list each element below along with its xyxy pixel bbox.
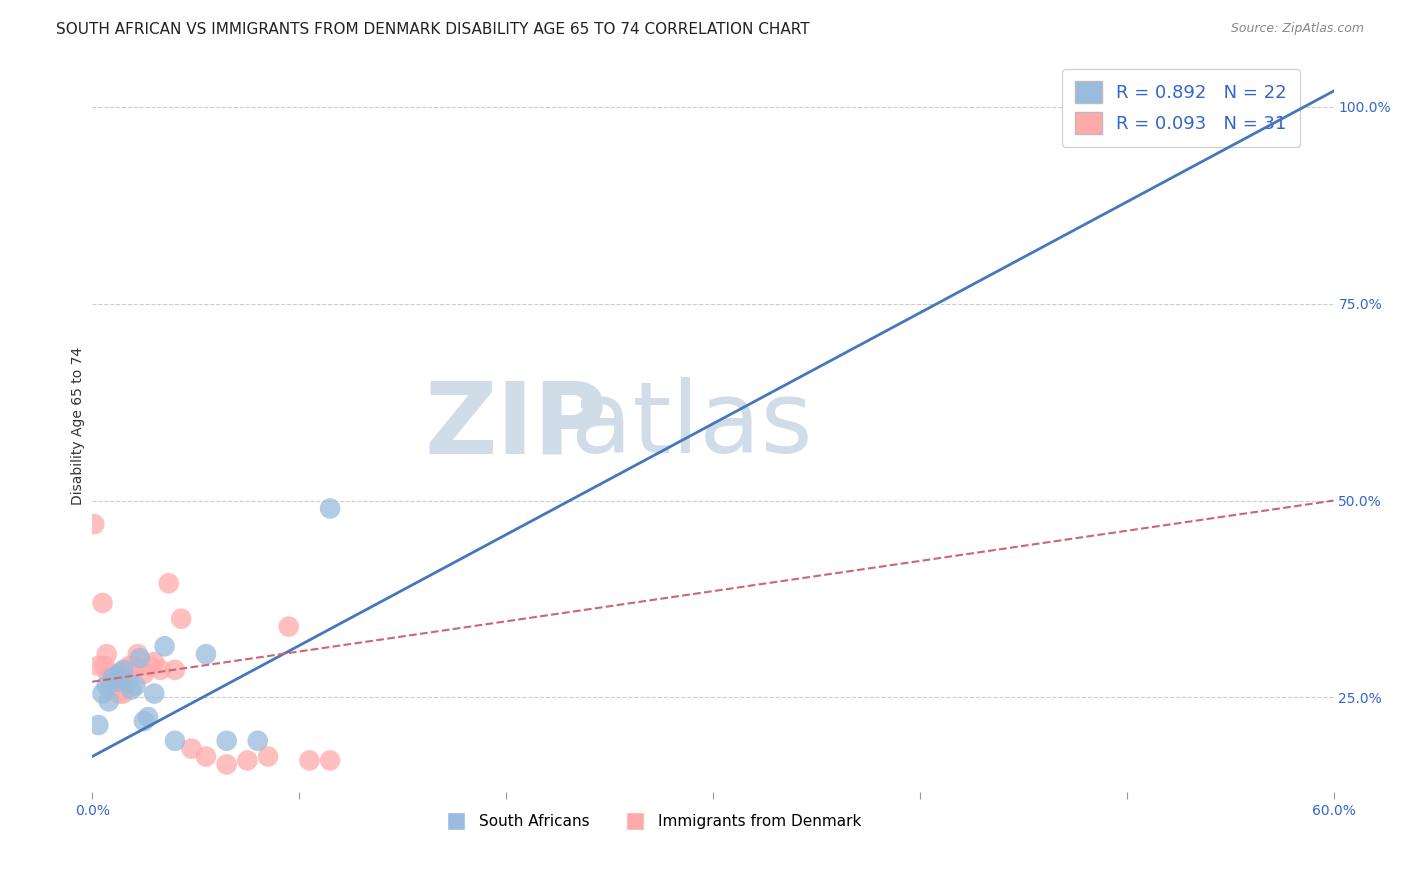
Legend: South Africans, Immigrants from Denmark: South Africans, Immigrants from Denmark: [434, 808, 868, 836]
Point: [157, 576, 180, 591]
Point: [112, 686, 135, 700]
Point: [124, 679, 146, 693]
Point: [1260, 100, 1282, 114]
Point: [163, 663, 186, 677]
Point: [91, 686, 114, 700]
Point: [97, 694, 120, 708]
Point: [122, 659, 145, 673]
Point: [91, 596, 114, 610]
Point: [83, 517, 105, 532]
Point: [319, 501, 342, 516]
Text: Source: ZipAtlas.com: Source: ZipAtlas.com: [1230, 22, 1364, 36]
Point: [236, 754, 259, 768]
Text: ZIP: ZIP: [425, 377, 607, 475]
Point: [132, 666, 155, 681]
Point: [105, 674, 128, 689]
Point: [194, 749, 217, 764]
Point: [149, 663, 172, 677]
Point: [87, 718, 110, 732]
Point: [277, 619, 299, 633]
Point: [163, 733, 186, 747]
Point: [246, 733, 269, 747]
Point: [108, 686, 131, 700]
Point: [96, 679, 118, 693]
Y-axis label: Disability Age 65 to 74: Disability Age 65 to 74: [72, 347, 86, 505]
Point: [100, 682, 122, 697]
Point: [215, 733, 238, 747]
Point: [194, 647, 217, 661]
Point: [257, 749, 280, 764]
Point: [127, 647, 149, 661]
Point: [143, 655, 166, 669]
Point: [215, 757, 238, 772]
Point: [153, 640, 176, 654]
Text: atlas: atlas: [571, 377, 813, 475]
Point: [101, 666, 124, 681]
Point: [143, 686, 166, 700]
Point: [117, 674, 139, 689]
Point: [118, 659, 141, 673]
Point: [298, 754, 321, 768]
Point: [108, 666, 131, 681]
Point: [132, 714, 155, 728]
Point: [93, 659, 115, 673]
Point: [87, 659, 110, 673]
Point: [128, 651, 150, 665]
Point: [101, 671, 124, 685]
Point: [105, 674, 128, 689]
Text: SOUTH AFRICAN VS IMMIGRANTS FROM DENMARK DISABILITY AGE 65 TO 74 CORRELATION CHA: SOUTH AFRICAN VS IMMIGRANTS FROM DENMARK…: [56, 22, 810, 37]
Point: [110, 671, 132, 685]
Point: [97, 671, 120, 685]
Point: [139, 659, 162, 673]
Point: [136, 710, 159, 724]
Point: [180, 741, 202, 756]
Point: [121, 682, 143, 697]
Point: [96, 647, 118, 661]
Point: [319, 754, 342, 768]
Point: [112, 663, 135, 677]
Point: [114, 663, 136, 677]
Point: [170, 612, 193, 626]
